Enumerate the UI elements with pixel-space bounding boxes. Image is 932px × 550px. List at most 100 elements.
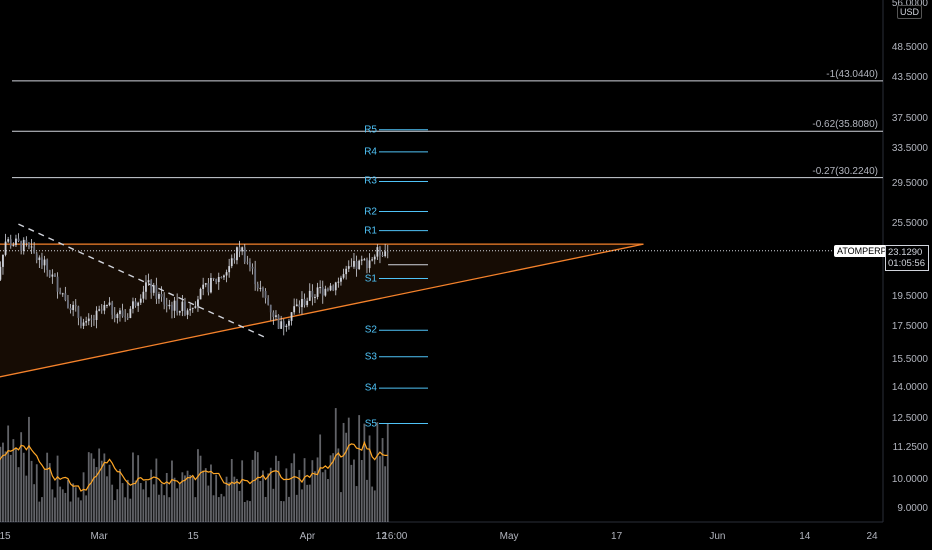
currency-badge[interactable]: USD	[897, 5, 923, 19]
volume-bar	[134, 480, 137, 522]
pivot-label: S1	[364, 273, 377, 285]
volume-bar	[124, 497, 127, 522]
volume-bar	[116, 489, 119, 522]
candle-body	[363, 259, 366, 261]
candle-body	[69, 307, 72, 311]
volume-bar	[303, 458, 306, 522]
volume-bar	[355, 486, 358, 522]
candle-body	[210, 278, 212, 293]
volume-bar	[290, 463, 293, 522]
x-tick-label: 17	[611, 531, 623, 542]
volume-bar	[98, 448, 101, 522]
candle-body	[98, 309, 101, 311]
candle-body	[139, 298, 142, 303]
volume-bar	[376, 422, 379, 522]
volume-bar	[366, 479, 368, 522]
volume-bar	[145, 480, 147, 522]
fib-level-label: -0.27(30.2240)	[812, 165, 878, 177]
candle-body	[290, 312, 293, 321]
candle-body	[7, 239, 10, 242]
candle-body	[95, 310, 98, 320]
candle-body	[298, 304, 301, 308]
candle-body	[230, 258, 233, 267]
x-tick-label: 15	[0, 531, 11, 542]
candle-body	[150, 280, 153, 293]
volume-bar	[184, 475, 186, 522]
volume-bar	[17, 467, 20, 522]
volume-bar	[298, 469, 301, 522]
volume-bar	[0, 446, 2, 522]
candle-body	[212, 278, 215, 280]
candle-body	[4, 241, 7, 255]
volume-bar	[171, 460, 173, 522]
volume-bar	[43, 469, 46, 522]
candle-body	[12, 245, 15, 247]
candle-body	[384, 251, 387, 257]
volume-bar	[285, 468, 288, 522]
candle-body	[168, 304, 171, 307]
volume-bar	[236, 478, 238, 522]
volume-bar	[168, 497, 171, 522]
volume-bar	[381, 438, 384, 522]
x-tick-label: 14	[799, 531, 811, 542]
volume-bar	[350, 464, 353, 522]
candle-body	[269, 304, 272, 313]
candle-body	[28, 243, 30, 247]
pivot-label: R4	[364, 146, 377, 158]
candle-body	[264, 290, 267, 299]
volume-bar	[233, 476, 236, 522]
candle-body	[108, 302, 111, 305]
candle-body	[233, 258, 236, 261]
candle-body	[288, 320, 290, 326]
candle-body	[59, 291, 62, 294]
candle-body	[308, 290, 311, 301]
volume-bar	[368, 435, 371, 522]
volume-bar	[113, 500, 116, 522]
pivot-label: S2	[364, 324, 377, 336]
volume-bar	[384, 466, 387, 522]
y-tick-label: 37.5000	[891, 112, 928, 124]
volume-bar	[345, 432, 348, 522]
candle-body	[106, 304, 108, 306]
fib-level-label: -1(43.0440)	[826, 68, 878, 80]
y-tick-label: 17.5000	[891, 321, 928, 333]
last-price-box: 23.1290 01:05:56	[885, 245, 929, 271]
volume-bar	[293, 453, 296, 522]
candle-body	[337, 281, 340, 283]
candle-body	[126, 317, 129, 319]
candle-body	[282, 321, 285, 328]
candle-body	[93, 318, 95, 320]
candle-body	[353, 260, 355, 267]
candle-body	[163, 296, 166, 305]
volume-bar	[212, 495, 215, 522]
y-tick-label: 29.5000	[891, 178, 928, 190]
candle-body	[54, 274, 56, 277]
bar-countdown: 01:05:56	[888, 258, 925, 269]
volume-bar	[386, 423, 389, 522]
volume-bar	[64, 492, 67, 522]
volume-bar	[77, 497, 80, 522]
candle-body	[119, 310, 121, 315]
volume-ma-line	[0, 440, 388, 492]
candle-body	[220, 277, 223, 279]
volume-bar	[358, 415, 361, 522]
candle-body	[301, 298, 303, 308]
candle-body	[285, 325, 288, 328]
candle-body	[80, 317, 82, 326]
candle-body	[204, 283, 207, 285]
y-tick-label: 33.5000	[891, 143, 928, 155]
volume-bar	[210, 464, 212, 522]
y-tick-label: 19.5000	[891, 291, 928, 303]
candle-body	[280, 321, 283, 329]
volume-bar	[46, 452, 49, 522]
candle-body	[360, 259, 363, 261]
candle-body	[137, 302, 140, 306]
candle-body	[249, 261, 251, 267]
candle-body	[340, 277, 342, 282]
volume-bar	[197, 449, 199, 522]
volume-bar	[121, 483, 124, 522]
candle-body	[121, 310, 124, 317]
volume-bar	[342, 422, 345, 522]
volume-bar	[74, 487, 77, 522]
